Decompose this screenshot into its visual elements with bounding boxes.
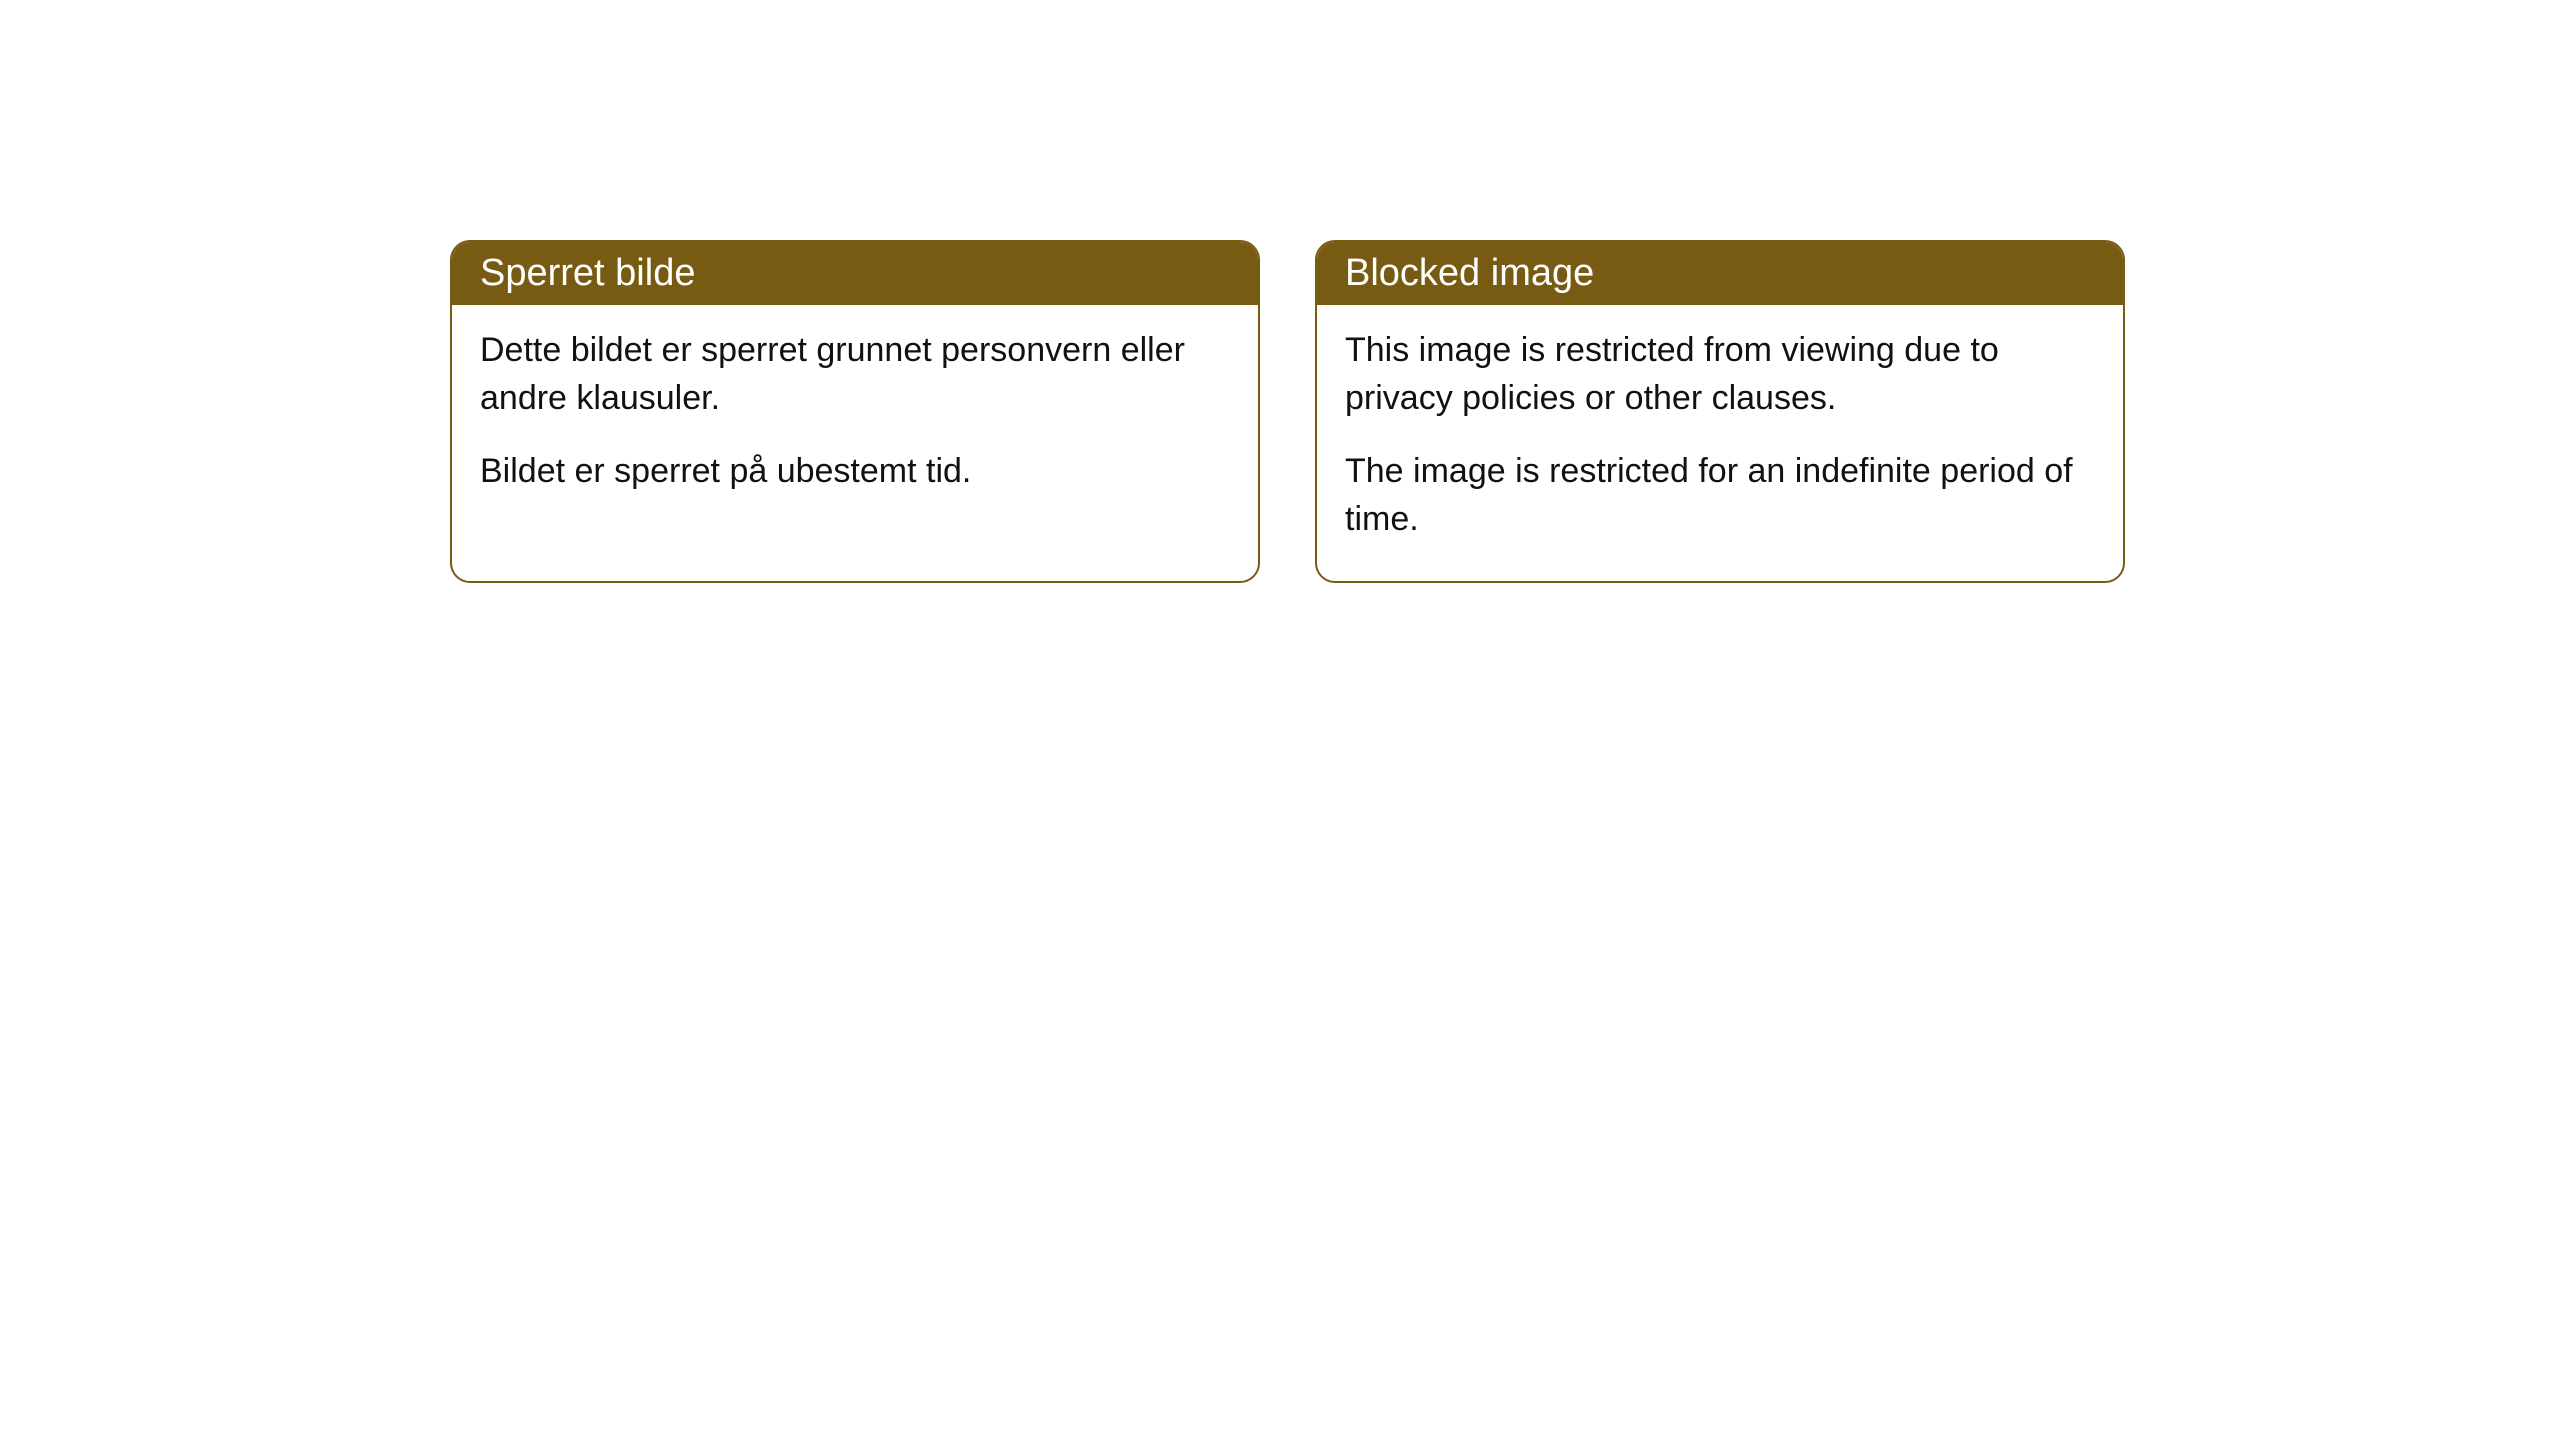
card-title: Sperret bilde: [480, 252, 695, 294]
card-title: Blocked image: [1345, 252, 1594, 294]
card-body-norwegian: Dette bildet er sperret grunnet personve…: [452, 305, 1258, 534]
notice-cards-container: Sperret bilde Dette bildet er sperret gr…: [450, 240, 2560, 583]
notice-text-2: The image is restricted for an indefinit…: [1345, 448, 2095, 543]
card-header-english: Blocked image: [1317, 242, 2123, 305]
card-header-norwegian: Sperret bilde: [452, 242, 1258, 305]
notice-text-1: This image is restricted from viewing du…: [1345, 327, 2095, 422]
blocked-image-notice-norwegian: Sperret bilde Dette bildet er sperret gr…: [450, 240, 1260, 583]
notice-text-1: Dette bildet er sperret grunnet personve…: [480, 327, 1230, 422]
notice-text-2: Bildet er sperret på ubestemt tid.: [480, 448, 1230, 496]
card-body-english: This image is restricted from viewing du…: [1317, 305, 2123, 581]
blocked-image-notice-english: Blocked image This image is restricted f…: [1315, 240, 2125, 583]
